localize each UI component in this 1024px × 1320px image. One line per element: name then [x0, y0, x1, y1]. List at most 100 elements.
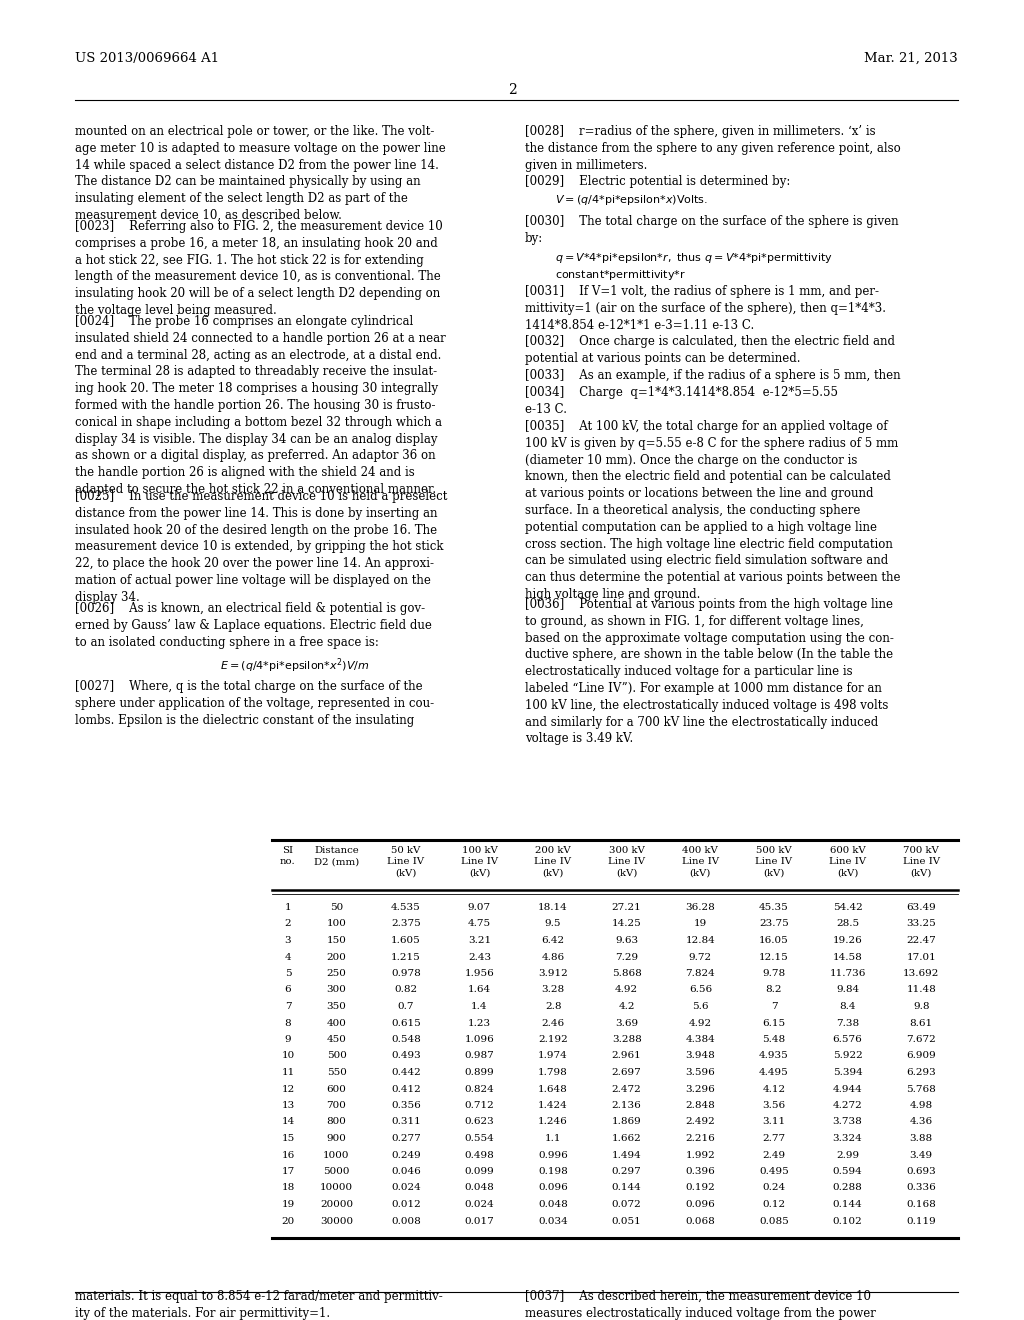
Text: 150: 150 — [327, 936, 346, 945]
Text: 0.412: 0.412 — [391, 1085, 421, 1093]
Text: 9.07: 9.07 — [468, 903, 490, 912]
Text: 9.72: 9.72 — [689, 953, 712, 961]
Text: 0.495: 0.495 — [759, 1167, 788, 1176]
Text: 0.024: 0.024 — [465, 1200, 495, 1209]
Text: 0.548: 0.548 — [391, 1035, 421, 1044]
Text: 0.096: 0.096 — [685, 1200, 715, 1209]
Text: [0033]    As an example, if the radius of a sphere is 5 mm, then: [0033] As an example, if the radius of a… — [525, 370, 901, 381]
Text: 54.42: 54.42 — [833, 903, 862, 912]
Text: 19: 19 — [282, 1200, 295, 1209]
Text: 8.61: 8.61 — [909, 1019, 933, 1027]
Text: 0.987: 0.987 — [465, 1052, 495, 1060]
Text: 1.605: 1.605 — [391, 936, 421, 945]
Text: 7.824: 7.824 — [685, 969, 715, 978]
Text: [0024]    The probe 16 comprises an elongate cylindrical
insulated shield 24 con: [0024] The probe 16 comprises an elongat… — [75, 315, 445, 496]
Text: 0.008: 0.008 — [391, 1217, 421, 1225]
Text: 63.49: 63.49 — [906, 903, 936, 912]
Text: 0.693: 0.693 — [906, 1167, 936, 1176]
Text: 28.5: 28.5 — [836, 920, 859, 928]
Text: 2.99: 2.99 — [836, 1151, 859, 1159]
Text: 14: 14 — [282, 1118, 295, 1126]
Text: [0029]    Electric potential is determined by:: [0029] Electric potential is determined … — [525, 176, 791, 187]
Text: 3.324: 3.324 — [833, 1134, 862, 1143]
Text: 600: 600 — [327, 1085, 346, 1093]
Text: 0.024: 0.024 — [391, 1184, 421, 1192]
Text: 6.42: 6.42 — [542, 936, 564, 945]
Text: 8.4: 8.4 — [840, 1002, 856, 1011]
Text: [0031]    If V=1 volt, the radius of sphere is 1 mm, and per-
mittivity=1 (air o: [0031] If V=1 volt, the radius of sphere… — [525, 285, 886, 331]
Text: 5.48: 5.48 — [763, 1035, 785, 1044]
Text: 2: 2 — [285, 920, 291, 928]
Text: 6.576: 6.576 — [833, 1035, 862, 1044]
Text: US 2013/0069664 A1: US 2013/0069664 A1 — [75, 51, 219, 65]
Text: 3.56: 3.56 — [763, 1101, 785, 1110]
Text: 18.14: 18.14 — [539, 903, 568, 912]
Text: 2.848: 2.848 — [685, 1101, 715, 1110]
Text: 12.15: 12.15 — [759, 953, 788, 961]
Text: 0.012: 0.012 — [391, 1200, 421, 1209]
Text: 300 kV
Line IV
(kV): 300 kV Line IV (kV) — [608, 846, 645, 878]
Text: 0.051: 0.051 — [611, 1217, 642, 1225]
Text: [0027]    Where, q is the total charge on the surface of the
sphere under applic: [0027] Where, q is the total charge on t… — [75, 680, 434, 726]
Text: 30000: 30000 — [319, 1217, 353, 1225]
Text: mounted on an electrical pole or tower, or the like. The volt-
age meter 10 is a: mounted on an electrical pole or tower, … — [75, 125, 445, 222]
Text: 0.356: 0.356 — [391, 1101, 421, 1110]
Text: 0.297: 0.297 — [611, 1167, 642, 1176]
Text: 6.56: 6.56 — [689, 986, 712, 994]
Text: 36.28: 36.28 — [685, 903, 715, 912]
Text: 2.492: 2.492 — [685, 1118, 715, 1126]
Text: 700 kV
Line IV
(kV): 700 kV Line IV (kV) — [902, 846, 940, 878]
Text: 0.623: 0.623 — [465, 1118, 495, 1126]
Text: 2.216: 2.216 — [685, 1134, 715, 1143]
Text: 13: 13 — [282, 1101, 295, 1110]
Text: 4.2: 4.2 — [618, 1002, 635, 1011]
Text: 0.144: 0.144 — [833, 1200, 862, 1209]
Text: 500 kV
Line IV
(kV): 500 kV Line IV (kV) — [756, 846, 793, 878]
Text: 3: 3 — [285, 936, 291, 945]
Text: 0.017: 0.017 — [465, 1217, 495, 1225]
Text: 6.15: 6.15 — [763, 1019, 785, 1027]
Text: 350: 350 — [327, 1002, 346, 1011]
Text: 5.768: 5.768 — [906, 1085, 936, 1093]
Text: $V{=}(q/4{*}\mathrm{pi}{*}\mathrm{epsilon}{*}x)\mathrm{Volts}.$: $V{=}(q/4{*}\mathrm{pi}{*}\mathrm{epsilo… — [555, 193, 708, 207]
Text: 3.738: 3.738 — [833, 1118, 862, 1126]
Text: 0.096: 0.096 — [539, 1184, 568, 1192]
Text: [0037]    As described herein, the measurement device 10
measures electrostatica: [0037] As described herein, the measurem… — [525, 1290, 876, 1320]
Text: 6: 6 — [285, 986, 291, 994]
Text: SI
no.: SI no. — [281, 846, 296, 866]
Text: 100 kV
Line IV
(kV): 100 kV Line IV (kV) — [461, 846, 498, 878]
Text: Distance
D2 (mm): Distance D2 (mm) — [314, 846, 359, 866]
Text: 4.384: 4.384 — [685, 1035, 715, 1044]
Text: 3.49: 3.49 — [909, 1151, 933, 1159]
Text: 0.277: 0.277 — [391, 1134, 421, 1143]
Text: 50: 50 — [330, 903, 343, 912]
Text: 3.11: 3.11 — [763, 1118, 785, 1126]
Text: 1.64: 1.64 — [468, 986, 490, 994]
Text: 11.48: 11.48 — [906, 986, 936, 994]
Text: 2.375: 2.375 — [391, 920, 421, 928]
Text: 0.498: 0.498 — [465, 1151, 495, 1159]
Text: 2.49: 2.49 — [763, 1151, 785, 1159]
Text: 0.442: 0.442 — [391, 1068, 421, 1077]
Text: 4: 4 — [285, 953, 291, 961]
Text: 4.944: 4.944 — [833, 1085, 862, 1093]
Text: 5.394: 5.394 — [833, 1068, 862, 1077]
Text: 0.046: 0.046 — [391, 1167, 421, 1176]
Text: 19: 19 — [693, 920, 707, 928]
Text: 1.424: 1.424 — [539, 1101, 568, 1110]
Text: 2.192: 2.192 — [539, 1035, 568, 1044]
Text: [0025]    In use the measurement device 10 is held a preselect
distance from the: [0025] In use the measurement device 10 … — [75, 490, 447, 603]
Text: 27.21: 27.21 — [611, 903, 642, 912]
Text: 0.899: 0.899 — [465, 1068, 495, 1077]
Text: 0.072: 0.072 — [611, 1200, 642, 1209]
Text: 45.35: 45.35 — [759, 903, 788, 912]
Text: 1.662: 1.662 — [611, 1134, 642, 1143]
Text: 400: 400 — [327, 1019, 346, 1027]
Text: 0.168: 0.168 — [906, 1200, 936, 1209]
Text: 0.978: 0.978 — [391, 969, 421, 978]
Text: 9: 9 — [285, 1035, 291, 1044]
Text: 1.246: 1.246 — [539, 1118, 568, 1126]
Text: 0.336: 0.336 — [906, 1184, 936, 1192]
Text: 33.25: 33.25 — [906, 920, 936, 928]
Text: [0032]    Once charge is calculated, then the electric field and
potential at va: [0032] Once charge is calculated, then t… — [525, 335, 895, 364]
